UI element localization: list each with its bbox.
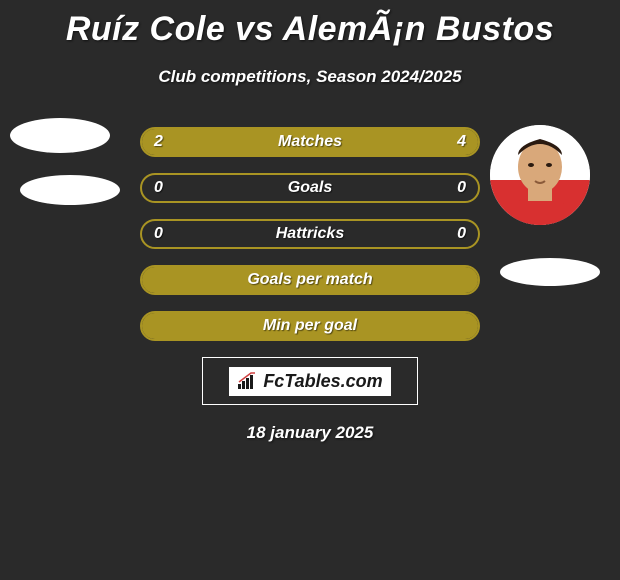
date: 18 january 2025 <box>0 423 620 443</box>
stat-value-left: 2 <box>154 133 163 151</box>
stat-value-right: 0 <box>457 225 466 243</box>
stat-label: Goals <box>288 179 332 197</box>
page-title: Ruíz Cole vs AlemÃ¡n Bustos <box>0 0 620 49</box>
subtitle: Club competitions, Season 2024/2025 <box>0 67 620 87</box>
stat-label: Goals per match <box>247 271 372 289</box>
stat-value-left: 0 <box>154 225 163 243</box>
stat-value-right: 4 <box>457 133 466 151</box>
logo-box: FcTables.com <box>202 357 418 405</box>
stat-label: Matches <box>278 133 342 151</box>
stat-row: 0 0 Hattricks <box>140 219 480 249</box>
chart-icon <box>237 372 259 390</box>
logo-text: FcTables.com <box>263 371 382 392</box>
stat-value-right: 0 <box>457 179 466 197</box>
stat-row: 2 4 Matches <box>140 127 480 157</box>
stat-row: Goals per match <box>140 265 480 295</box>
stat-row: Min per goal <box>140 311 480 341</box>
stats-area: 2 4 Matches 0 0 Goals 0 0 Hattricks Goals per mat… <box>0 127 620 341</box>
stat-label: Min per goal <box>263 317 357 335</box>
stat-label: Hattricks <box>276 225 344 243</box>
stat-value-left: 0 <box>154 179 163 197</box>
stat-row: 0 0 Goals <box>140 173 480 203</box>
